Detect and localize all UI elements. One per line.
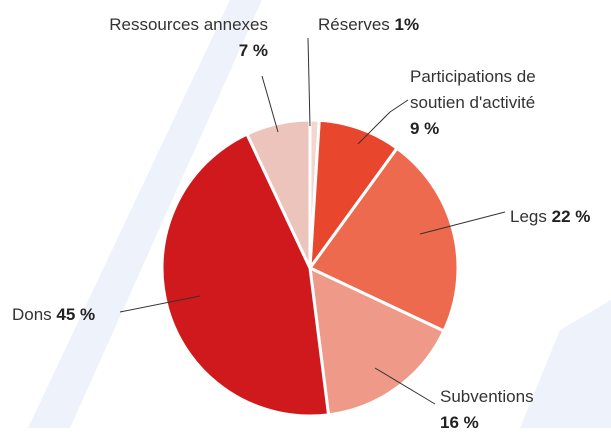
category-label: Ressources annexes <box>109 15 268 34</box>
label: Subventions 16 % <box>440 384 534 436</box>
value-label: 16 % <box>440 413 479 432</box>
value-label: 22 % <box>551 207 591 226</box>
value-label: 9 % <box>410 119 440 138</box>
label: Participations de soutien d'activité 9 % <box>410 64 582 142</box>
value-label: 45 % <box>56 305 96 324</box>
leader-line <box>357 111 391 145</box>
category-label: Legs <box>510 207 547 226</box>
label: Réserves 1% <box>318 12 419 38</box>
leader-line <box>419 211 506 235</box>
label: Dons 45 % <box>12 302 95 328</box>
pie-slice <box>308 118 399 270</box>
leader-line <box>261 75 279 133</box>
leader-line <box>389 99 409 113</box>
leader-line <box>307 37 311 127</box>
background-swoosh <box>28 0 262 428</box>
category-label: Réserves <box>318 15 390 34</box>
category-label: Participations de soutien d'activité <box>410 67 536 112</box>
pie-slice <box>160 132 331 418</box>
label: Legs 22 % <box>510 204 590 230</box>
value-label: 7 % <box>238 41 268 60</box>
pie-slice <box>308 266 446 417</box>
category-label: Subventions <box>440 387 534 406</box>
leader-line <box>374 367 436 405</box>
value-label: 1% <box>394 15 420 34</box>
leader-lines <box>119 37 506 405</box>
label: Ressources annexes 7 % <box>30 12 268 64</box>
background-swoosh <box>520 300 611 428</box>
pie <box>160 118 460 418</box>
leader-line <box>119 295 201 313</box>
category-label: Dons <box>12 305 52 324</box>
